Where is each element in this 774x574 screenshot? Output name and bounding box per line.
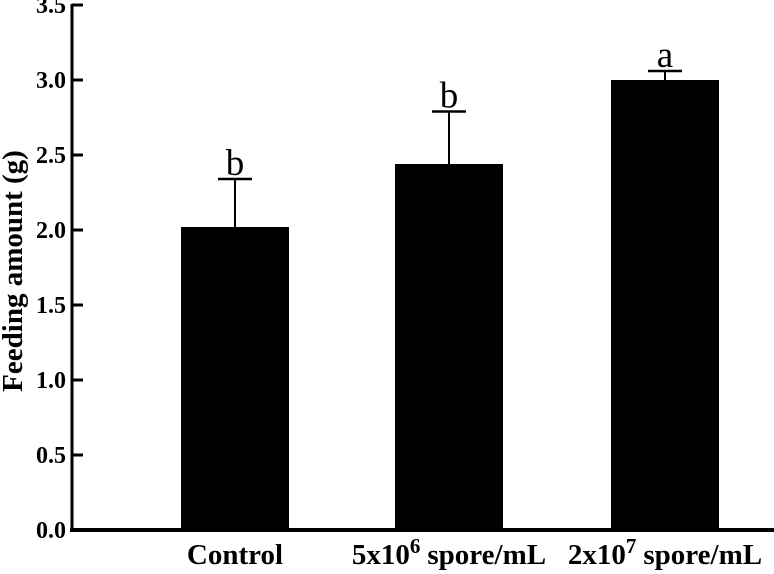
- bar: [181, 227, 289, 530]
- x-tick-label: 5x106 spore/mL: [352, 534, 546, 571]
- y-tick-label: 2.0: [36, 218, 66, 244]
- x-tick-label: Control: [187, 539, 283, 571]
- bar: [611, 80, 719, 530]
- x-tick-label: 2x107 spore/mL: [568, 534, 762, 571]
- significance-letter: b: [226, 143, 245, 184]
- y-tick-label: 3.5: [36, 0, 66, 19]
- y-tick-label: 3.0: [36, 68, 66, 94]
- y-axis-title: Feeding amount (g): [0, 150, 29, 392]
- y-tick-label: 2.5: [36, 143, 66, 169]
- bar: [395, 164, 503, 530]
- y-tick-label: 0.0: [36, 518, 66, 544]
- y-tick-label: 1.5: [36, 293, 66, 319]
- significance-letter: b: [440, 76, 459, 117]
- y-tick-label: 1.0: [36, 368, 66, 394]
- significance-letter: a: [657, 35, 673, 76]
- y-tick-label: 0.5: [36, 443, 66, 469]
